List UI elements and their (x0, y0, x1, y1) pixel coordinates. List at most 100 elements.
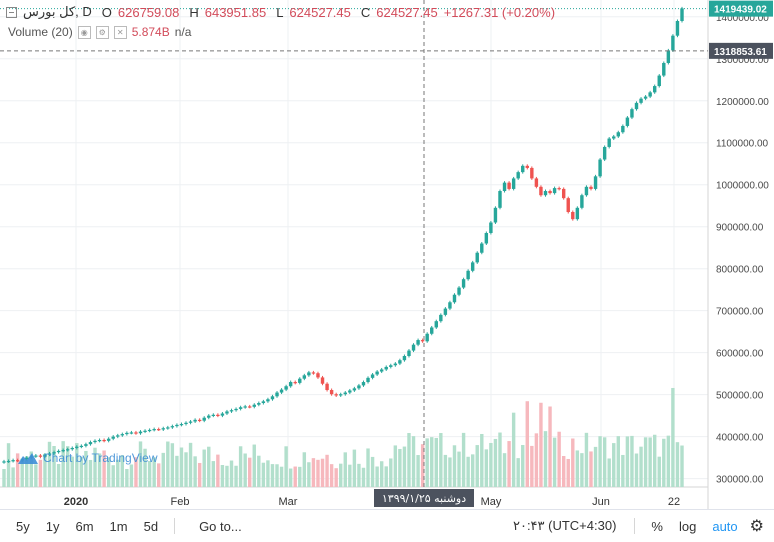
candle-body[interactable] (452, 294, 457, 303)
candle-body[interactable] (325, 383, 329, 391)
candle-body[interactable] (498, 191, 502, 208)
eye-icon[interactable]: ◉ (77, 25, 91, 39)
candle-body[interactable] (639, 98, 643, 103)
candle-body[interactable] (657, 75, 661, 87)
candle-body[interactable] (2, 461, 6, 463)
candle-body[interactable] (652, 86, 657, 93)
candle-body[interactable] (134, 432, 138, 434)
candle-body[interactable] (38, 455, 43, 457)
candle-body[interactable] (489, 222, 493, 234)
candle-body[interactable] (420, 340, 425, 342)
candle-body[interactable] (557, 188, 561, 190)
candle-body[interactable] (111, 436, 115, 439)
candle-body[interactable] (352, 388, 357, 391)
volume-label[interactable]: Volume (20) (8, 25, 73, 39)
candle-body[interactable] (443, 308, 448, 315)
candle-body[interactable] (288, 382, 293, 387)
candle-body[interactable] (502, 182, 507, 192)
candle-body[interactable] (147, 429, 152, 432)
candle-body[interactable] (56, 450, 61, 453)
candle-body[interactable] (634, 102, 639, 110)
candle-body[interactable] (170, 426, 175, 428)
candle-body[interactable] (43, 454, 47, 457)
candle-body[interactable] (311, 372, 316, 374)
candle-body[interactable] (561, 188, 566, 199)
candle-body[interactable] (416, 340, 420, 345)
candle-body[interactable] (548, 191, 552, 194)
candle-body[interactable] (379, 369, 384, 372)
candle-body[interactable] (175, 424, 179, 427)
candle-body[interactable] (6, 460, 11, 463)
candle-body[interactable] (143, 430, 147, 432)
candle-body[interactable] (243, 406, 247, 408)
candle-body[interactable] (84, 444, 88, 446)
candle-body[interactable] (675, 20, 680, 36)
candle-body[interactable] (79, 445, 84, 448)
candle-body[interactable] (648, 92, 652, 97)
candle-body[interactable] (161, 428, 165, 430)
candle-body[interactable] (138, 431, 143, 434)
auto-scale-toggle[interactable]: auto (712, 518, 738, 534)
candle-body[interactable] (411, 344, 416, 351)
symbol-name[interactable]: کل بورس, D (23, 4, 92, 19)
candle-body[interactable] (398, 360, 402, 364)
candle-body[interactable] (461, 279, 466, 288)
candle-body[interactable] (598, 159, 602, 177)
candle-body[interactable] (65, 449, 70, 451)
candle-body[interactable] (589, 186, 593, 189)
candle-body[interactable] (11, 460, 15, 462)
candle-body[interactable] (193, 419, 197, 422)
chart-canvas[interactable]: 1400000.00 1300000.00 1200000.00 1100000.00… (0, 0, 774, 509)
candle-body[interactable] (34, 455, 38, 457)
candle-body[interactable] (507, 182, 511, 189)
candle-body[interactable] (511, 178, 516, 189)
candle-body[interactable] (202, 417, 206, 421)
candle-body[interactable] (266, 399, 270, 402)
candle-body[interactable] (425, 333, 429, 342)
candle-body[interactable] (466, 270, 470, 280)
candle-body[interactable] (220, 413, 225, 416)
candle-body[interactable] (70, 447, 74, 450)
candle-body[interactable] (329, 390, 334, 395)
close-icon[interactable]: ✕ (113, 25, 127, 39)
candle-body[interactable] (607, 138, 611, 147)
candle-body[interactable] (566, 198, 570, 213)
candle-body[interactable] (643, 96, 648, 99)
candle-body[interactable] (207, 415, 211, 418)
log-scale-toggle[interactable]: log (678, 518, 697, 534)
gear-icon[interactable]: ⚙ (749, 518, 764, 535)
candle-body[interactable] (407, 350, 411, 357)
candle-body[interactable] (571, 212, 575, 220)
candle-body[interactable] (666, 50, 671, 63)
candle-body[interactable] (238, 407, 243, 409)
candle-body[interactable] (516, 172, 520, 179)
candle-body[interactable] (106, 438, 111, 441)
timeframe-5d-button[interactable]: 5d (143, 518, 159, 534)
timeframe-6m-button[interactable]: 6m (75, 518, 94, 534)
candle-body[interactable] (393, 363, 398, 366)
candle-body[interactable] (357, 385, 361, 389)
candle-body[interactable] (384, 366, 388, 370)
candle-body[interactable] (470, 262, 475, 271)
candle-body[interactable] (361, 382, 366, 386)
candle-body[interactable] (248, 406, 252, 408)
goto-button[interactable]: Go to... (199, 518, 242, 534)
candle-body[interactable] (188, 421, 193, 423)
candle-body[interactable] (389, 365, 393, 367)
candle-body[interactable] (284, 386, 288, 390)
candle-body[interactable] (93, 440, 97, 443)
candle-body[interactable] (179, 424, 184, 426)
settings-icon[interactable]: ⚙ (95, 25, 109, 39)
candle-body[interactable] (493, 207, 498, 223)
candle-body[interactable] (15, 460, 20, 462)
candle-body[interactable] (75, 446, 79, 448)
candle-body[interactable] (525, 165, 529, 168)
candle-body[interactable] (480, 243, 484, 253)
candle-body[interactable] (97, 439, 102, 442)
candle-body[interactable] (621, 125, 625, 133)
candle-body[interactable] (584, 186, 589, 196)
percent-scale-toggle[interactable]: % (651, 518, 663, 534)
candle-body[interactable] (52, 452, 56, 454)
candle-body[interactable] (298, 378, 302, 383)
timeframe-1m-button[interactable]: 1m (109, 518, 128, 534)
